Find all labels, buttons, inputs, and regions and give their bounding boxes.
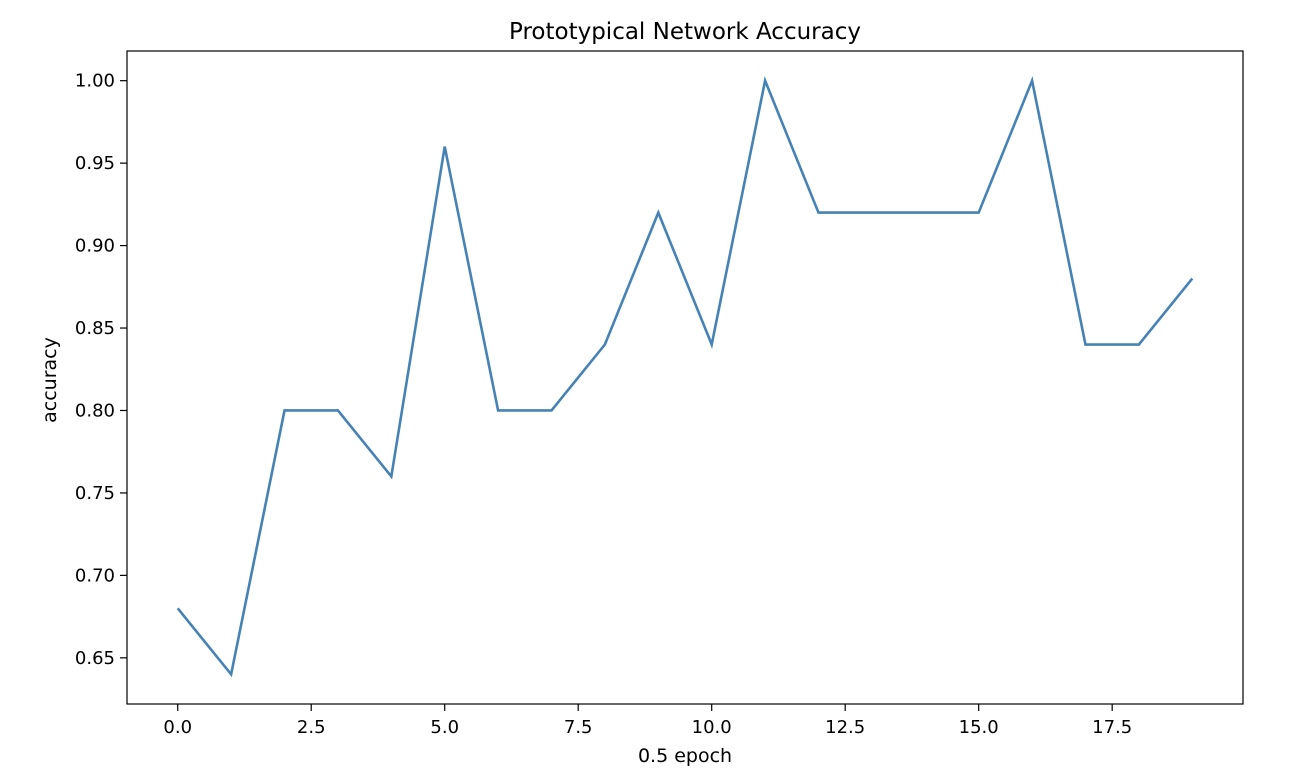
- y-tick-label: 0.80: [75, 400, 115, 421]
- y-tick-label: 0.90: [75, 236, 115, 257]
- y-tick-label: 0.85: [75, 318, 115, 339]
- x-axis: 0.0 2.5 5.0 7.5 10.0 12.5 15.0 17.5: [163, 704, 1132, 738]
- y-tick-label: 1.00: [75, 71, 115, 92]
- x-tick-label: 15.0: [959, 717, 999, 738]
- chart-title: Prototypical Network Accuracy: [509, 19, 861, 45]
- y-axis: 0.65 0.70 0.75 0.80 0.85 0.90 0.95 1.00: [75, 71, 127, 669]
- x-tick-label: 7.5: [564, 717, 593, 738]
- y-tick-label: 0.65: [75, 648, 115, 669]
- x-tick-label: 17.5: [1092, 717, 1132, 738]
- y-axis-label: accuracy: [39, 337, 61, 423]
- x-tick-label: 2.5: [297, 717, 326, 738]
- series-line: [176, 76, 1194, 678]
- x-tick-label: 5.0: [430, 717, 459, 738]
- y-tick-label: 0.70: [75, 565, 115, 586]
- x-tick-label: 12.5: [825, 717, 865, 738]
- plot-frame: [126, 50, 1244, 705]
- x-axis-label: 0.5 epoch: [638, 745, 732, 767]
- series-layer: [176, 76, 1194, 678]
- x-tick-label: 0.0: [163, 717, 192, 738]
- y-tick-label: 0.75: [75, 483, 115, 504]
- y-tick-label: 0.95: [75, 153, 115, 174]
- x-tick-label: 10.0: [692, 717, 732, 738]
